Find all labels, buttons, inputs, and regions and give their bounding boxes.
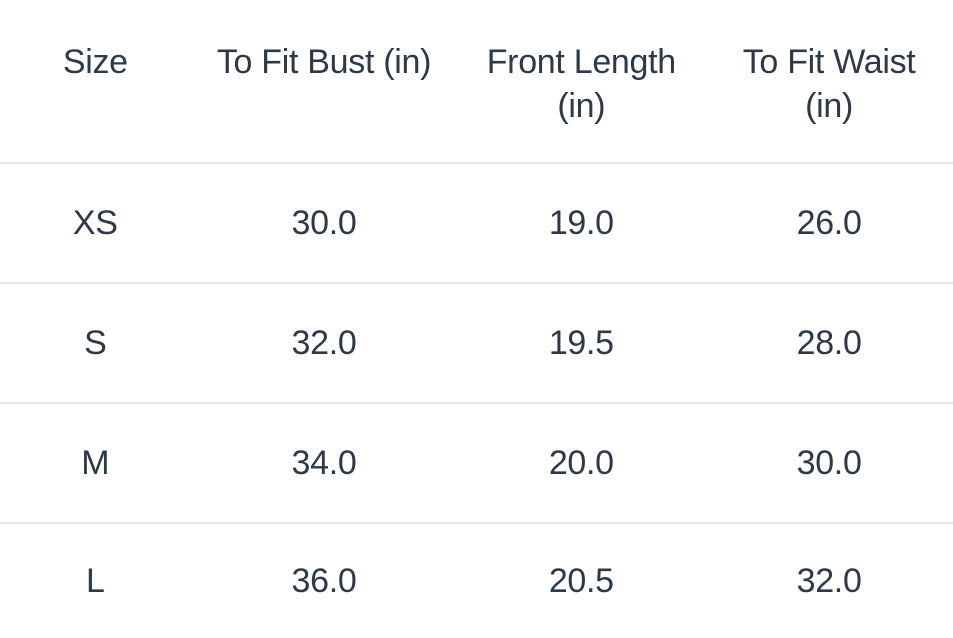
size-value: S <box>0 283 191 404</box>
front-length-value: 19.5 <box>457 283 706 404</box>
column-header-front-length: Front Length (in) <box>457 0 706 164</box>
column-header-to-fit-bust: To Fit Bust (in) <box>190 0 458 164</box>
waist-value: 28.0 <box>705 283 953 404</box>
front-length-value: 19.0 <box>457 163 706 284</box>
size-value: XS <box>0 163 191 284</box>
size-value: L <box>85 561 105 600</box>
table-header-row: Size To Fit Bust (in) Front Length (in) … <box>0 0 953 164</box>
waist-value: 30.0 <box>705 403 953 524</box>
front-length-value: 20.5 <box>548 561 614 600</box>
table-row-l: L 36.0 20.5 32.0 <box>0 523 953 638</box>
size-value: M <box>0 403 191 524</box>
front-length-value: 20.0 <box>457 403 706 524</box>
table-row-xs: XS 30.0 19.0 26.0 <box>0 163 953 284</box>
bust-value: 34.0 <box>190 403 458 524</box>
bust-value: 36.0 <box>291 561 357 600</box>
waist-value: 26.0 <box>705 163 953 284</box>
column-header-size: Size <box>0 0 191 164</box>
column-header-to-fit-waist: To Fit Waist (in) <box>705 0 953 164</box>
table-row-m: M 34.0 20.0 30.0 <box>0 403 953 524</box>
table-row-s: S 32.0 19.5 28.0 <box>0 283 953 404</box>
bust-value: 30.0 <box>190 163 458 284</box>
bust-value: 32.0 <box>190 283 458 404</box>
waist-value: 32.0 <box>796 561 862 600</box>
